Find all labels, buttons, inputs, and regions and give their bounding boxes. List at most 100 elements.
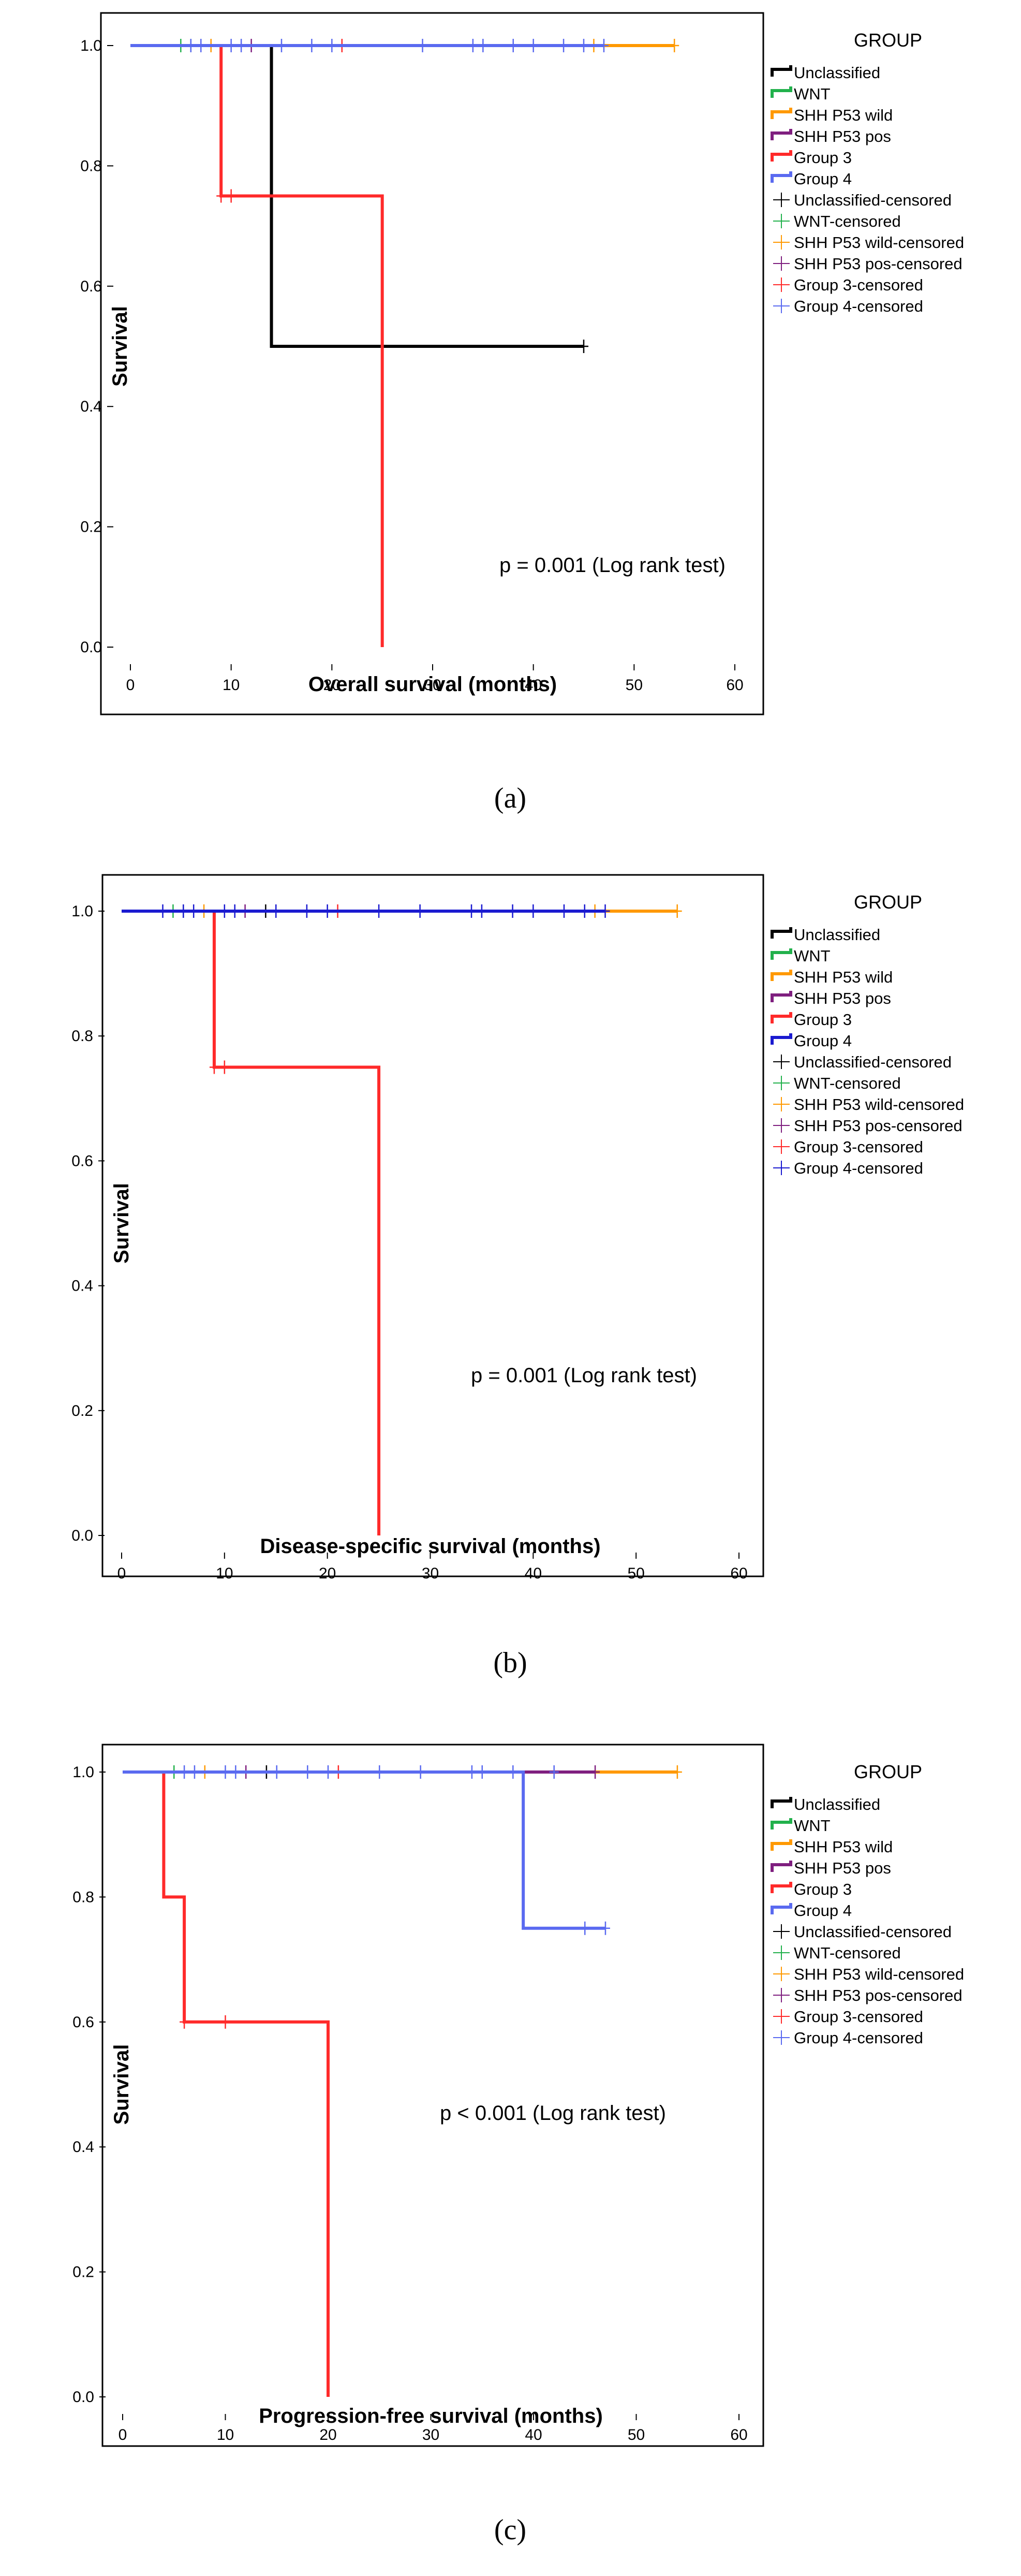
legend-label: Unclassified <box>794 926 880 944</box>
legend-item: SHH P53 wild <box>771 968 893 986</box>
legend-item: Unclassified-censored <box>773 191 952 209</box>
legend-swatch <box>771 1797 792 1808</box>
legend-item: WNT-censored <box>773 1944 901 1962</box>
legend-label: WNT <box>794 1817 831 1835</box>
legend-item: Group 3 <box>771 1011 852 1029</box>
legend-item: Group 4-censored <box>773 2029 923 2047</box>
legend-label: Unclassified-censored <box>794 1053 952 1071</box>
y-tick-label: 0.0 <box>71 1527 93 1544</box>
x-tick-label: 0 <box>126 677 135 694</box>
y-tick-label: 0.0 <box>72 2389 94 2406</box>
legend-item: Unclassified <box>771 64 880 82</box>
legend-item: SHH P53 wild <box>771 106 893 124</box>
legend-swatch <box>771 86 792 98</box>
y-tick-label: 0.4 <box>71 1278 93 1295</box>
legend-item: SHH P53 wild-censored <box>773 1965 964 1983</box>
legend-item: SHH P53 pos <box>771 1859 891 1877</box>
series-group-4 <box>122 904 610 918</box>
x-tick-label: 30 <box>422 2426 439 2443</box>
y-tick-label: 0.4 <box>72 2139 94 2156</box>
legend-label: SHH P53 wild <box>794 968 893 986</box>
x-tick-label: 20 <box>319 1565 336 1582</box>
panel-label: (b) <box>493 1647 527 1679</box>
legend-label: Group 4-censored <box>794 2029 923 2047</box>
legend-item: Unclassified-censored <box>773 1923 952 1941</box>
legend-swatch <box>771 948 792 960</box>
x-tick-label: 0 <box>117 1565 126 1582</box>
legend-item: Group 4 <box>771 1032 852 1050</box>
legend-label: SHH P53 wild <box>794 1838 893 1856</box>
y-tick-label: 0.6 <box>80 278 102 295</box>
legend-item: Group 4-censored <box>773 297 923 315</box>
legend-label: SHH P53 pos-censored <box>794 1117 963 1135</box>
legend-label: Group 3-censored <box>794 2008 923 2026</box>
x-tick-label: 60 <box>730 2426 747 2443</box>
y-axis-title: Survival <box>109 306 131 387</box>
chart-panel-1: 0 10 20 30 40 50 60 0.0 0.2 0.4 0.6 0.8 1.0 Overall s… <box>80 12 964 814</box>
y-tick-label: 0.6 <box>72 2014 94 2031</box>
y-axis-title: Survival <box>110 1183 133 1264</box>
legend-label: WNT-censored <box>794 1944 901 1962</box>
legend-swatch <box>771 171 792 183</box>
legend-label: Group 4-censored <box>794 297 923 315</box>
legend-title: GROUP <box>854 1761 922 1782</box>
legend-item: SHH P53 wild-censored <box>773 1095 964 1114</box>
p-value-annotation: p = 0.001 (Log rank test) <box>471 1364 697 1387</box>
legend-item: Unclassified-censored <box>773 1053 952 1071</box>
x-tick-label: 20 <box>319 2426 336 2443</box>
legend-swatch <box>771 1818 792 1829</box>
x-tick-label: 30 <box>422 1565 439 1582</box>
legend-item: Group 3-censored <box>773 276 923 294</box>
y-tick-label: 1.0 <box>71 903 93 920</box>
legend-swatch <box>771 1839 792 1851</box>
y-axis-title: Survival <box>110 2044 133 2125</box>
legend-label: WNT <box>794 947 831 965</box>
legend-item: Group 4-censored <box>773 1159 923 1177</box>
x-tick-label: 40 <box>525 2426 542 2443</box>
legend-label: SHH P53 wild-censored <box>794 233 964 252</box>
plot-frame <box>101 1744 764 2447</box>
x-tick-label: 60 <box>730 1565 747 1582</box>
x-tick-label: 50 <box>626 677 643 694</box>
legend-label: Group 3 <box>794 149 852 167</box>
x-axis-title: Overall survival (months) <box>308 673 557 696</box>
legend-title: GROUP <box>854 891 922 913</box>
legend-item: Group 3-censored <box>773 2008 923 2026</box>
legend-label: SHH P53 pos <box>794 989 891 1007</box>
plot-frame <box>101 874 764 1577</box>
legend-label: Group 4 <box>794 170 852 188</box>
legend-swatch <box>771 108 792 119</box>
series-group-4 <box>123 1765 610 1935</box>
legend-item: SHH P53 pos-censored <box>773 255 963 273</box>
panel-label: (a) <box>494 782 526 814</box>
x-tick-label: 50 <box>627 1565 644 1582</box>
legend-label: WNT-censored <box>794 212 901 230</box>
y-tick-label: 0.4 <box>80 398 102 415</box>
y-tick-label: 1.0 <box>72 1764 94 1781</box>
legend-item: SHH P53 pos-censored <box>773 1117 963 1135</box>
legend-label: SHH P53 wild <box>794 106 893 124</box>
legend-swatch <box>771 1012 792 1023</box>
legend-item: SHH P53 pos-censored <box>773 1986 963 2004</box>
legend-item: Group 3-censored <box>773 1138 923 1156</box>
x-tick-label: 60 <box>726 677 743 694</box>
y-tick-label: 0.8 <box>71 1028 93 1045</box>
legend-swatch <box>771 129 792 140</box>
y-tick-label: 0.8 <box>72 1889 94 1906</box>
legend-item: Group 3 <box>771 149 852 167</box>
panel-label: (c) <box>494 2514 526 2546</box>
legend-swatch <box>771 65 792 77</box>
chart-panel-2: 0 10 20 30 40 50 60 0.0 0.2 0.4 0.6 0.8 1.0 Disease-s… <box>71 874 964 1679</box>
legend-swatch <box>771 970 792 981</box>
legend-item: SHH P53 pos <box>771 989 891 1007</box>
legend-item: WNT <box>771 947 831 965</box>
legend-swatch <box>771 1903 792 1914</box>
p-value-annotation: p < 0.001 (Log rank test) <box>440 2102 666 2125</box>
legend-label: Group 4 <box>794 1032 852 1050</box>
x-tick-label: 0 <box>119 2426 127 2443</box>
legend-label: Group 4-censored <box>794 1159 923 1177</box>
legend-swatch <box>771 927 792 939</box>
legend-item: Unclassified <box>771 1795 880 1813</box>
chart-panel-3: 0 10 20 30 40 50 60 0.0 0.2 0.4 0.6 0.8 1.0 Progressi… <box>72 1744 964 2546</box>
